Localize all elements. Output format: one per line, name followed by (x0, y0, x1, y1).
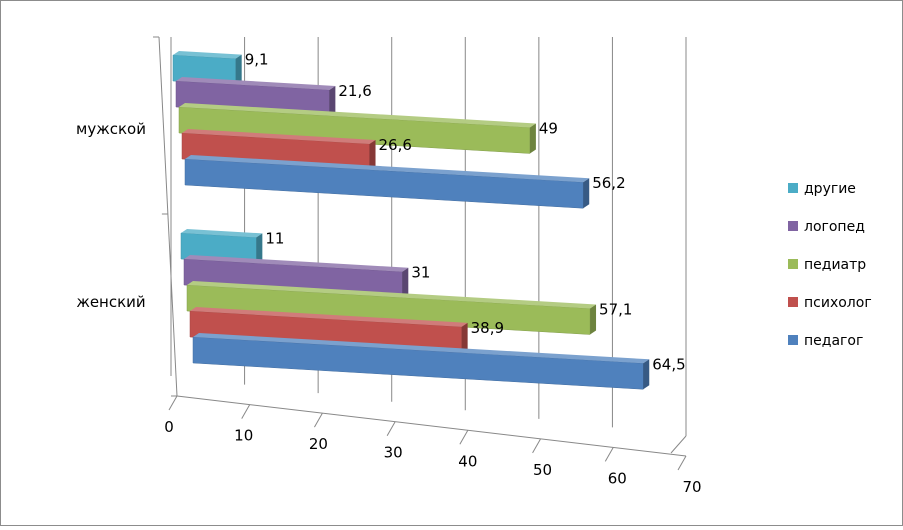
data-label-педиатр: 49 (539, 119, 558, 137)
legend-item-педиатр: педиатр (788, 257, 866, 273)
legend-swatch (788, 335, 798, 345)
data-label-другие: 9,1 (245, 51, 269, 69)
data-label-психолог: 38,9 (471, 319, 504, 337)
x-tick-label: 50 (533, 461, 552, 479)
data-label-другие: 11 (265, 229, 284, 247)
legend-swatch (788, 221, 798, 231)
y-category-label: женский (76, 293, 145, 311)
y-category-label: мужской (76, 120, 146, 138)
legend-swatch (788, 297, 798, 307)
legend-item-педагог: педагог (788, 333, 863, 349)
y-axis (158, 36, 178, 397)
x-tick-mark-40 (459, 430, 469, 445)
data-label-психолог: 26,6 (379, 136, 412, 154)
legend: другие логопед педиатр психолог педагог (788, 181, 872, 349)
legend-swatch (788, 259, 798, 269)
legend-item-логопед: логопед (788, 219, 865, 235)
x-tick-label: 10 (234, 427, 253, 445)
data-label-логопед: 21,6 (338, 82, 371, 100)
x-axis (176, 395, 687, 457)
x-tick-mark-60 (604, 447, 614, 462)
x-tick-label: 30 (384, 444, 403, 462)
legend-label: педиатр (804, 257, 866, 273)
data-label-педагог: 64,5 (652, 355, 685, 373)
legend-label: другие (804, 181, 856, 197)
bar-педагог-мужской (184, 155, 590, 209)
x-tick-label: 40 (458, 452, 477, 470)
x-tick-mark-0 (168, 395, 178, 411)
x-tick-mark-30 (386, 421, 396, 436)
legend-item-психолог: психолог (788, 295, 872, 311)
bar-педагог-женский (192, 333, 650, 390)
x-tick-mark-20 (313, 412, 323, 428)
legend-swatch (788, 183, 798, 193)
legend-label: логопед (804, 219, 865, 235)
x-tick-mark-50 (532, 438, 542, 454)
x-tick-label: 70 (682, 478, 701, 496)
x-tick-label: 60 (608, 469, 627, 487)
bar-педиатр-женский (186, 281, 597, 335)
data-label-педиатр: 57,1 (599, 301, 632, 319)
x-tick-mark-70 (677, 455, 687, 471)
data-labels: 11 31 57,1 38,9 64,5 9,1 21,6 49 26,6 56,2 (245, 51, 686, 374)
data-label-педагог: 56,2 (592, 174, 625, 192)
x-tick-label: 20 (309, 435, 328, 453)
bars (172, 51, 650, 390)
axes: 0 10 20 30 40 50 60 70 женский мужской (76, 36, 702, 496)
legend-label: педагог (804, 333, 863, 349)
data-label-логопед: 31 (411, 264, 430, 282)
legend-item-другие: другие (788, 181, 856, 197)
axis-corner (670, 435, 687, 454)
bar-педиатр-мужской (178, 103, 536, 154)
bar-психолог-женский (189, 307, 468, 354)
x-tick-label: 0 (164, 418, 174, 436)
legend-label: психолог (804, 295, 872, 311)
x-tick-mark-10 (241, 404, 251, 419)
